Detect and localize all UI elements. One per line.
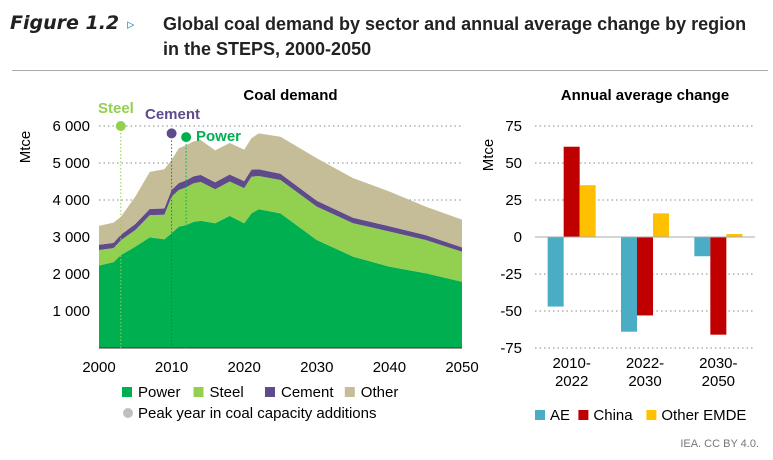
y-tick-label: 75 [505,118,522,135]
y-tick-label: 5 000 [52,155,90,172]
legend-label: AE [550,407,570,424]
y-tick-label: 2 000 [52,266,90,283]
area-steel [99,175,462,282]
y-tick-label: 4 000 [52,192,90,209]
legend-label: Other EMDE [661,407,746,424]
category-label: 2010- [552,355,590,372]
legend-peak-label: Peak year in coal capacity additions [138,405,376,422]
bar-other-emde [653,213,669,237]
figure-label: Figure 1.2 ▹ [10,12,135,34]
area-power [99,209,462,348]
figure-number: Figure 1.2 [10,12,120,34]
area-other [99,133,462,248]
legend-swatch [535,410,545,420]
bar-ae [547,237,564,307]
category-label: 2022 [555,373,588,390]
peak-label: Power [196,128,241,145]
y-tick-label: 1 000 [52,303,90,320]
y-tick-label: 6 000 [52,118,90,135]
y-tick-label: 50 [505,155,522,172]
bar-china [710,237,727,335]
bar-ae [694,237,711,257]
left-chart-title: Coal demand [243,87,337,104]
x-tick-label: 2050 [445,359,478,376]
legend-swatch [122,387,132,397]
legend-label: Steel [210,384,244,401]
x-tick-label: 2020 [228,359,261,376]
legend-label: Cement [281,384,334,401]
peak-marker-power [181,132,192,143]
peak-marker-steel [115,121,126,131]
category-label: 2030- [699,355,737,372]
peak-marker-cement [166,128,177,139]
x-tick-label: 2000 [82,359,115,376]
right-y-label: Mtce [480,139,497,172]
category-label: 2030 [628,373,661,390]
y-tick-label: -50 [500,303,522,320]
legend-label: Power [138,384,181,401]
legend-label: Other [361,384,399,401]
x-tick-label: 2030 [300,359,333,376]
triangle-right-icon: ▹ [127,15,135,33]
category-label: 2050 [702,373,735,390]
legend-swatch [344,387,355,397]
figure-title: Global coal demand by sector and annual … [163,14,747,59]
peak-label: Steel [98,100,134,117]
legend-peak-marker [123,408,133,418]
legend-swatch [265,387,275,397]
category-label: 2022- [626,355,664,372]
bar-china [563,146,580,237]
legend-swatch [578,410,589,420]
y-tick-label: 25 [505,192,522,209]
peak-label: Cement [145,106,200,123]
y-tick-label: -25 [500,266,522,283]
x-tick-label: 2010 [155,359,188,376]
legend-swatch [646,410,657,420]
bar-china [637,237,653,316]
legend-label: China [593,407,633,424]
y-tick-label: 0 [514,229,522,246]
right-chart-title: Annual average change [561,87,729,104]
y-tick-label: -75 [500,340,522,357]
credit: IEA. CC BY 4.0. [680,438,759,450]
bar-other-emde [726,234,743,237]
bar-ae [621,237,637,332]
x-tick-label: 2040 [373,359,406,376]
bar-other-emde [579,185,596,237]
legend-swatch [193,387,204,397]
left-y-label: Mtce [17,131,34,164]
y-tick-label: 3 000 [52,229,90,246]
divider [12,70,768,71]
